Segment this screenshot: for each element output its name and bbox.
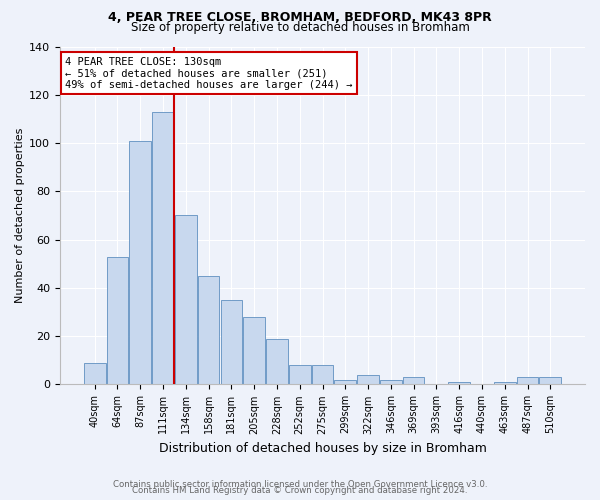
Bar [175,216,197,384]
Bar [266,338,288,384]
Bar [448,382,470,384]
Bar [494,382,515,384]
Bar [130,140,151,384]
Bar [403,377,424,384]
Bar [357,375,379,384]
Bar [517,377,538,384]
Bar [107,256,128,384]
Bar [198,276,220,384]
Bar [221,300,242,384]
Text: Size of property relative to detached houses in Bromham: Size of property relative to detached ho… [131,21,469,34]
Bar [84,362,106,384]
Bar [334,380,356,384]
Text: Contains HM Land Registry data © Crown copyright and database right 2024.: Contains HM Land Registry data © Crown c… [132,486,468,495]
Text: 4 PEAR TREE CLOSE: 130sqm
← 51% of detached houses are smaller (251)
49% of semi: 4 PEAR TREE CLOSE: 130sqm ← 51% of detac… [65,56,353,90]
Bar [152,112,174,384]
Y-axis label: Number of detached properties: Number of detached properties [15,128,25,303]
X-axis label: Distribution of detached houses by size in Bromham: Distribution of detached houses by size … [158,442,487,455]
Bar [244,317,265,384]
Bar [311,365,334,384]
Bar [380,380,401,384]
Bar [539,377,561,384]
Text: Contains public sector information licensed under the Open Government Licence v3: Contains public sector information licen… [113,480,487,489]
Text: 4, PEAR TREE CLOSE, BROMHAM, BEDFORD, MK43 8PR: 4, PEAR TREE CLOSE, BROMHAM, BEDFORD, MK… [108,11,492,24]
Bar [289,365,311,384]
